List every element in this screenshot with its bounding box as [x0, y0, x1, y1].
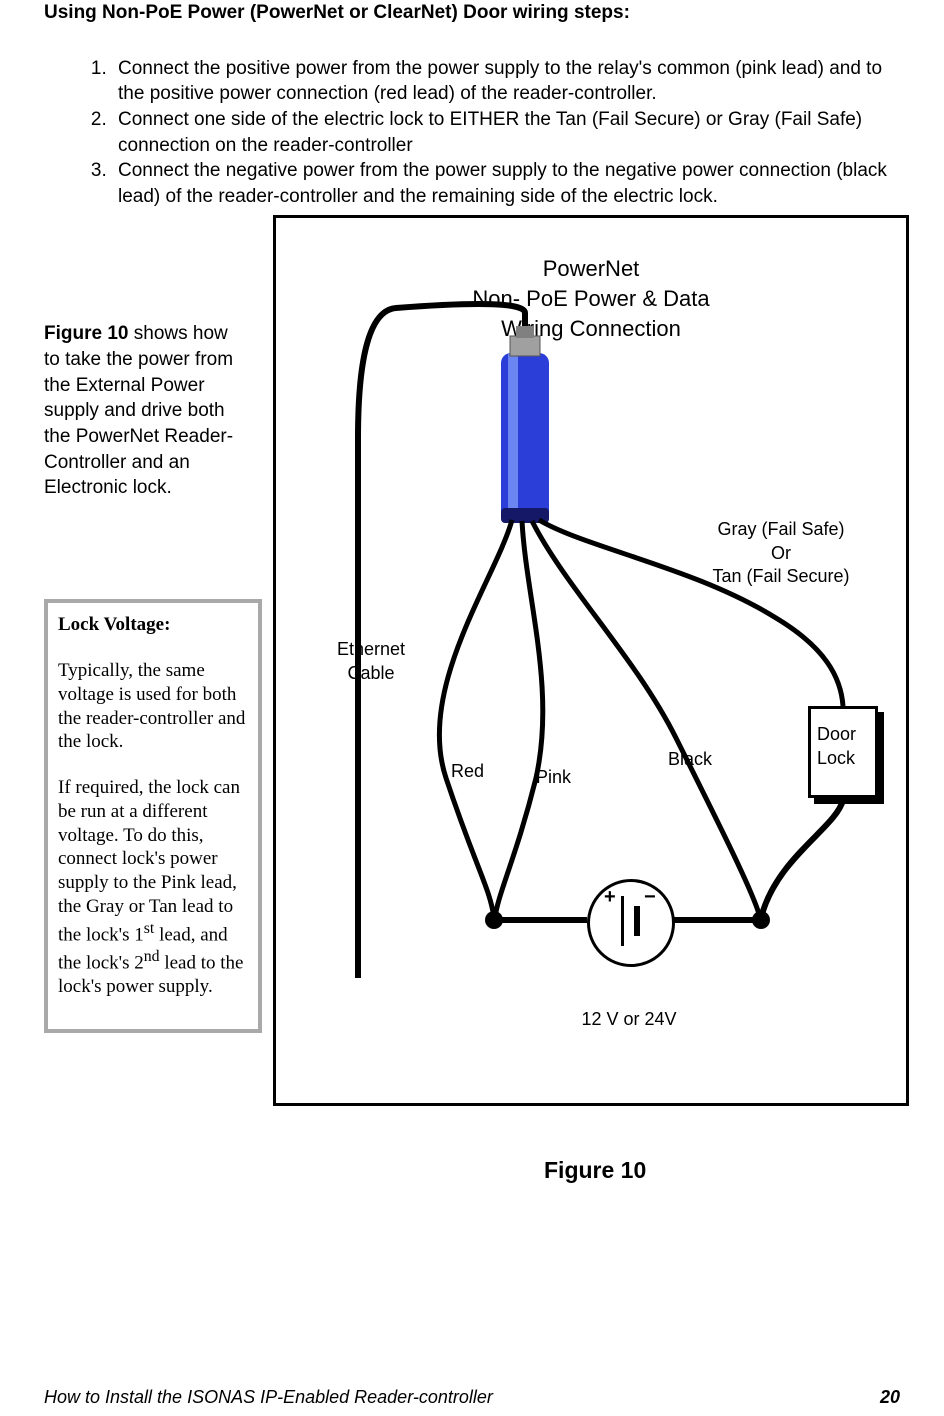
figure-caption: Figure 10 shows how to take the power fr… [44, 321, 244, 500]
note-paragraph-2: If required, the lock can be run at a di… [58, 776, 248, 998]
pink-label: Pink [536, 766, 571, 789]
footer-title: How to Install the ISONAS IP-Enabled Rea… [44, 1387, 493, 1408]
voltage-label: 12 V or 24V [574, 1008, 684, 1031]
step-1: Connect the positive power from the powe… [112, 56, 900, 107]
page-number: 20 [880, 1387, 900, 1408]
page: Using Non-PoE Power (PowerNet or ClearNe… [0, 0, 944, 1416]
negative-junction-node [752, 911, 770, 929]
door-lock-box: Door Lock [808, 706, 878, 798]
positive-junction-node [485, 911, 503, 929]
graytan-label: Gray (Fail Safe) Or Tan (Fail Secure) [686, 518, 876, 588]
diagram-title: PowerNet Non- PoE Power & Data Wiring Co… [276, 254, 906, 343]
wiring-steps-list: Connect the positive power from the powe… [76, 56, 900, 210]
red-label: Red [451, 760, 484, 783]
note-title: Lock Voltage: [58, 613, 248, 637]
figure-area: Figure 10 shows how to take the power fr… [44, 215, 900, 1115]
wiring-diagram: PowerNet Non- PoE Power & Data Wiring Co… [273, 215, 909, 1106]
caption-bold: Figure 10 [44, 323, 128, 344]
black-label: Black [668, 748, 712, 771]
ps-plate-long [621, 896, 624, 946]
page-footer: How to Install the ISONAS IP-Enabled Rea… [44, 1387, 900, 1408]
ps-minus: − [644, 886, 656, 909]
step-2: Connect one side of the electric lock to… [112, 107, 900, 158]
ps-plus: + [604, 886, 616, 909]
reader-device-icon [501, 326, 549, 523]
ethernet-label: Ethernet Cable [326, 638, 416, 685]
power-supply-symbol [587, 879, 675, 967]
note-paragraph-1: Typically, the same voltage is used for … [58, 659, 248, 754]
lock-negative-wire [761, 800, 843, 918]
red-wire [439, 520, 512, 918]
figure-number: Figure 10 [544, 1157, 646, 1184]
caption-text: shows how to take the power from the Ext… [44, 323, 233, 498]
lock-voltage-note: Lock Voltage: Typically, the same voltag… [44, 599, 262, 1032]
pink-wire [495, 521, 543, 918]
ps-plate-short [634, 906, 640, 936]
section-heading: Using Non-PoE Power (PowerNet or ClearNe… [44, 0, 900, 26]
step-3: Connect the negative power from the powe… [112, 158, 900, 209]
